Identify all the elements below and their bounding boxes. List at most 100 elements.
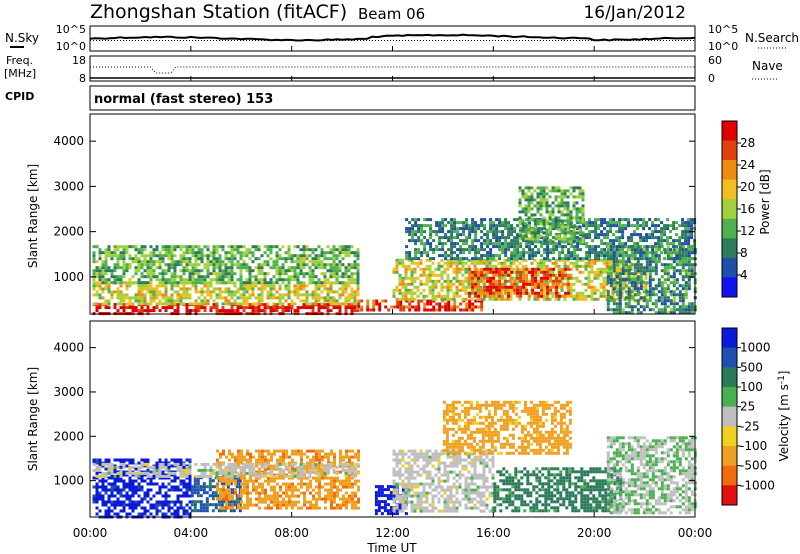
heatmap-cell [255, 458, 258, 462]
heatmap-cell [599, 267, 603, 271]
heatmap-cell [492, 270, 496, 274]
heatmap-cell [492, 291, 496, 295]
heatmap-cell [278, 272, 282, 276]
heatmap-cell [137, 281, 141, 285]
heatmap-cell [462, 308, 466, 312]
heatmap-cell [587, 261, 591, 265]
heatmap-cell [251, 251, 255, 255]
heatmap-cell [101, 479, 105, 483]
heatmap-cell [122, 245, 126, 249]
heatmap-cell [131, 461, 135, 465]
heatmap-cell [624, 269, 628, 273]
heatmap-cell [305, 263, 309, 267]
heatmap-cell [408, 251, 412, 255]
heatmap-cell [512, 267, 516, 271]
heatmap-cell [627, 302, 631, 306]
heatmap-cell [446, 258, 450, 262]
heatmap-cell [498, 239, 502, 243]
heatmap-cell [612, 278, 616, 282]
heatmap-cell [190, 488, 194, 492]
heatmap-cell [587, 264, 591, 268]
colorbar-swatch [722, 199, 737, 220]
heatmap-cell [194, 278, 198, 282]
heatmap-cell [323, 299, 327, 303]
heatmap-cell [116, 293, 120, 297]
heatmap-cell [548, 297, 552, 301]
heatmap-cell [477, 285, 481, 289]
heatmap-cell [471, 270, 475, 274]
heatmap-cell [489, 254, 493, 258]
heatmap-cell [267, 449, 270, 453]
heatmap-cell [414, 251, 418, 255]
heatmap-cell [477, 273, 481, 277]
heatmap-cell [396, 302, 400, 306]
heatmap-cell [200, 260, 204, 264]
heatmap-cell [224, 296, 228, 300]
heatmap-cell [137, 296, 141, 300]
heatmap-cell [435, 221, 439, 225]
heatmap-cell [134, 266, 138, 270]
heatmap-cell [471, 224, 475, 228]
heatmap-cell [243, 491, 246, 495]
heatmap-cell [578, 294, 582, 298]
heatmap-cell [588, 254, 592, 258]
heatmap-cell [398, 279, 402, 283]
heatmap-cell [432, 248, 436, 252]
heatmap-cell [92, 281, 96, 285]
heatmap-cell [474, 299, 478, 303]
heatmap-cell [161, 278, 165, 282]
heatmap-cell [539, 240, 543, 244]
heatmap-cell [575, 261, 579, 265]
heatmap-cell [615, 281, 619, 285]
heatmap-cell [534, 273, 538, 277]
heatmap-cell [95, 266, 99, 270]
heatmap-cell [434, 294, 438, 298]
heatmap-cell [113, 263, 117, 267]
heatmap-cell [206, 245, 210, 249]
heatmap-cell [122, 485, 126, 489]
heatmap-cell [281, 266, 285, 270]
heatmap-cell [540, 285, 544, 289]
heatmap-cell [441, 254, 445, 258]
heatmap-cell [164, 503, 168, 507]
heatmap-cell [398, 276, 402, 280]
nave-tick-bottom: 0 [708, 72, 715, 85]
heatmap-cell [669, 263, 673, 267]
heatmap-cell [366, 299, 370, 303]
heatmap-cell [530, 231, 534, 235]
heatmap-cell [510, 276, 514, 280]
heatmap-cell [281, 309, 285, 313]
heatmap-cell [197, 302, 201, 306]
heatmap-cell [509, 267, 513, 271]
heatmap-cell [164, 287, 168, 291]
heatmap-cell [317, 263, 321, 267]
heatmap-cell [122, 473, 126, 477]
heatmap-cell [161, 275, 165, 279]
heatmap-cell [179, 269, 183, 273]
heatmap-cell [579, 257, 583, 261]
heatmap-cell [236, 309, 240, 313]
heatmap-cell [518, 189, 522, 193]
heatmap-cell [501, 285, 505, 289]
heatmap-cell [551, 240, 555, 244]
y-tick-label: 4000 [53, 134, 84, 148]
heatmap-cell [131, 306, 135, 310]
heatmap-cell [416, 285, 420, 289]
heatmap-cell [660, 308, 664, 312]
heatmap-cell [615, 251, 619, 255]
colorbar-swatch [722, 218, 737, 239]
heatmap-cell [492, 279, 496, 283]
heatmap-cell [98, 485, 102, 489]
heatmap-cell [254, 257, 258, 261]
heatmap-cell [456, 236, 460, 240]
heatmap-cell [473, 279, 477, 283]
heatmap-cell [687, 218, 691, 222]
heatmap-cell [524, 228, 528, 232]
heatmap-cell [543, 239, 547, 243]
heatmap-cell [620, 282, 624, 286]
heatmap-cell [603, 242, 607, 246]
heatmap-cell [260, 254, 264, 258]
heatmap-cell [690, 263, 694, 267]
heatmap-cell [378, 305, 382, 309]
